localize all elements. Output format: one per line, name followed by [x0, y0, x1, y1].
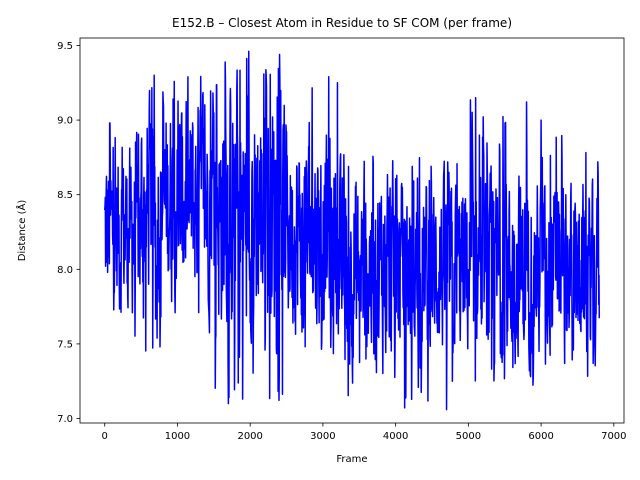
y-axis-label: Distance (Å) [15, 200, 28, 262]
x-axis-label: Frame [336, 454, 367, 465]
x-tick-label: 3000 [310, 431, 335, 442]
x-tick-label: 7000 [601, 431, 626, 442]
y-axis: 7.0 7.5 8.0 8.5 9.0 9.5 [57, 41, 80, 425]
x-tick-label: 5000 [456, 431, 481, 442]
y-tick-label: 9.5 [57, 41, 73, 52]
x-tick-label: 4000 [383, 431, 408, 442]
chart-title: E152.B – Closest Atom in Residue to SF C… [172, 16, 512, 30]
x-tick-label: 6000 [528, 431, 553, 442]
y-tick-label: 9.0 [57, 116, 73, 127]
plot-area [79, 37, 625, 424]
series-line [103, 50, 601, 411]
plot-frame [79, 37, 625, 424]
x-tick-label: 0 [102, 431, 108, 442]
y-tick-label: 7.5 [57, 339, 73, 350]
x-axis: 0 1000 2000 3000 4000 5000 6000 7000 [102, 423, 627, 442]
y-tick-label: 8.5 [57, 190, 73, 201]
x-tick-label: 2000 [237, 431, 262, 442]
x-tick-label: 1000 [165, 431, 190, 442]
series-layer [103, 50, 601, 411]
y-tick-label: 8.0 [57, 265, 73, 276]
y-tick-label: 7.0 [57, 414, 73, 425]
